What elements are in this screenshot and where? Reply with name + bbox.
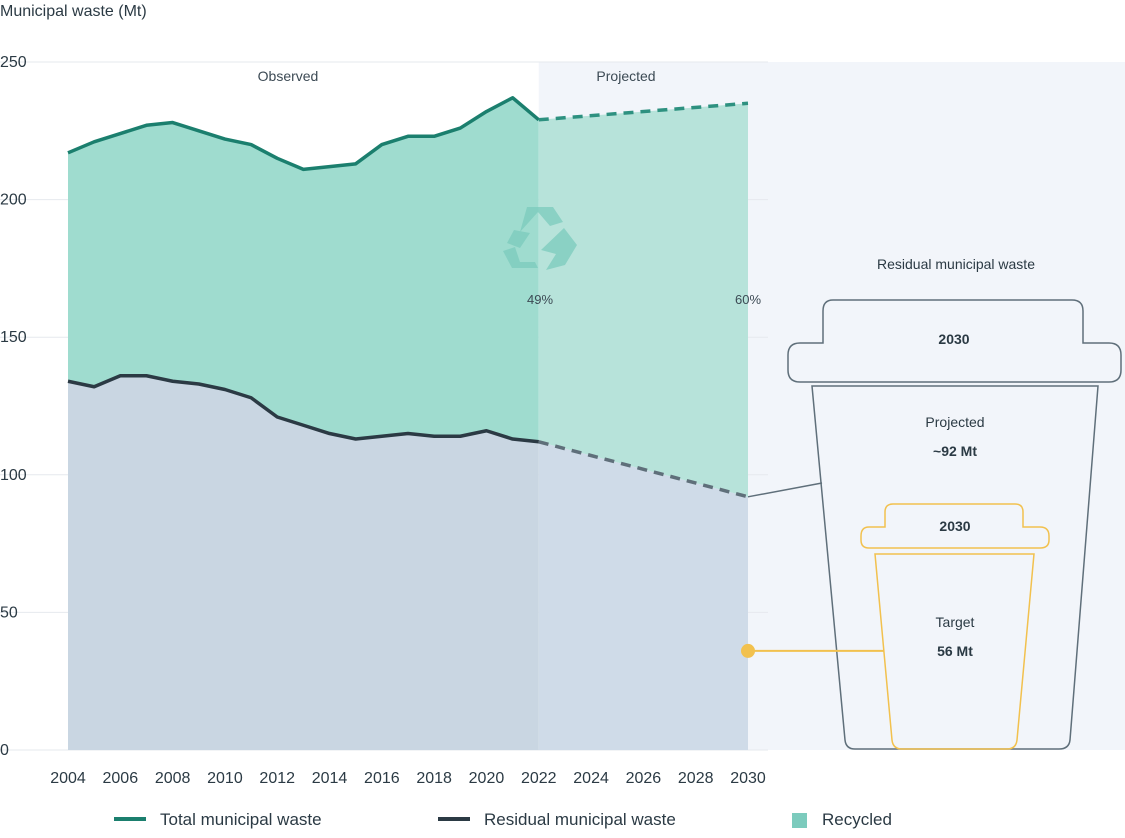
projected-connector-line xyxy=(747,482,823,498)
total-line-projected xyxy=(538,101,749,122)
x-tick-label: 2020 xyxy=(469,770,505,787)
y-tick-label: 100 xyxy=(0,467,27,484)
recycled-area-projected xyxy=(538,103,748,497)
big-bin-year: 2030 xyxy=(938,331,969,347)
residual-line-observed xyxy=(67,373,539,444)
small-bin-icon xyxy=(860,503,1050,750)
y-tick-label: 200 xyxy=(0,192,27,209)
total-line-observed xyxy=(67,96,540,172)
recycled-rate-2030: 60% xyxy=(735,292,761,307)
legend-total-label: Total municipal waste xyxy=(160,810,322,829)
residual-line-projected xyxy=(538,440,749,499)
target-marker xyxy=(741,643,755,658)
x-tick-label: 2024 xyxy=(573,770,609,787)
y-tick-label: 50 xyxy=(0,604,18,621)
recycled-rate-2022: 49% xyxy=(527,292,553,307)
y-tick-label: 250 xyxy=(0,54,27,71)
infographic-heading: Residual municipal waste xyxy=(877,256,1035,272)
projected-label: Projected xyxy=(596,68,655,84)
legend-recycled-swatch xyxy=(792,813,807,828)
y-tick-label: 0 xyxy=(0,742,9,759)
x-tick-label: 2012 xyxy=(259,770,295,787)
recycle-icon xyxy=(503,207,577,270)
y-axis-ticks: 0 50 100 150 200 250 xyxy=(0,54,27,759)
big-bin-value: ~92 Mt xyxy=(933,443,977,459)
x-tick-label: 2004 xyxy=(50,770,86,787)
recycled-area-observed xyxy=(68,97,539,442)
small-bin-label: Target xyxy=(936,614,975,630)
x-tick-label: 2018 xyxy=(416,770,452,787)
x-tick-label: 2022 xyxy=(521,770,557,787)
observed-label: Observed xyxy=(258,68,319,84)
residual-area-observed xyxy=(68,375,539,750)
small-bin-value: 56 Mt xyxy=(937,643,973,659)
x-tick-label: 2030 xyxy=(730,770,766,787)
x-axis-ticks: 2004 2006 2008 2010 2012 2014 2016 2018 2020 2022… xyxy=(50,770,766,787)
x-tick-label: 2016 xyxy=(364,770,400,787)
x-tick-label: 2028 xyxy=(678,770,714,787)
legend-residual-label: Residual municipal waste xyxy=(484,810,676,829)
legend-recycled-label: Recycled xyxy=(822,810,892,829)
residual-area-projected xyxy=(538,441,748,750)
x-tick-label: 2026 xyxy=(626,770,662,787)
small-bin-year: 2030 xyxy=(939,518,970,534)
y-axis-title: Municipal waste (Mt) xyxy=(0,3,147,20)
big-bin-icon xyxy=(787,299,1122,750)
x-tick-label: 2006 xyxy=(103,770,139,787)
x-tick-label: 2014 xyxy=(312,770,348,787)
big-bin-label: Projected xyxy=(925,414,984,430)
x-tick-label: 2008 xyxy=(155,770,191,787)
chart-areas xyxy=(68,97,748,750)
x-tick-label: 2010 xyxy=(207,770,243,787)
y-tick-label: 150 xyxy=(0,329,27,346)
chart-lines xyxy=(67,96,749,499)
